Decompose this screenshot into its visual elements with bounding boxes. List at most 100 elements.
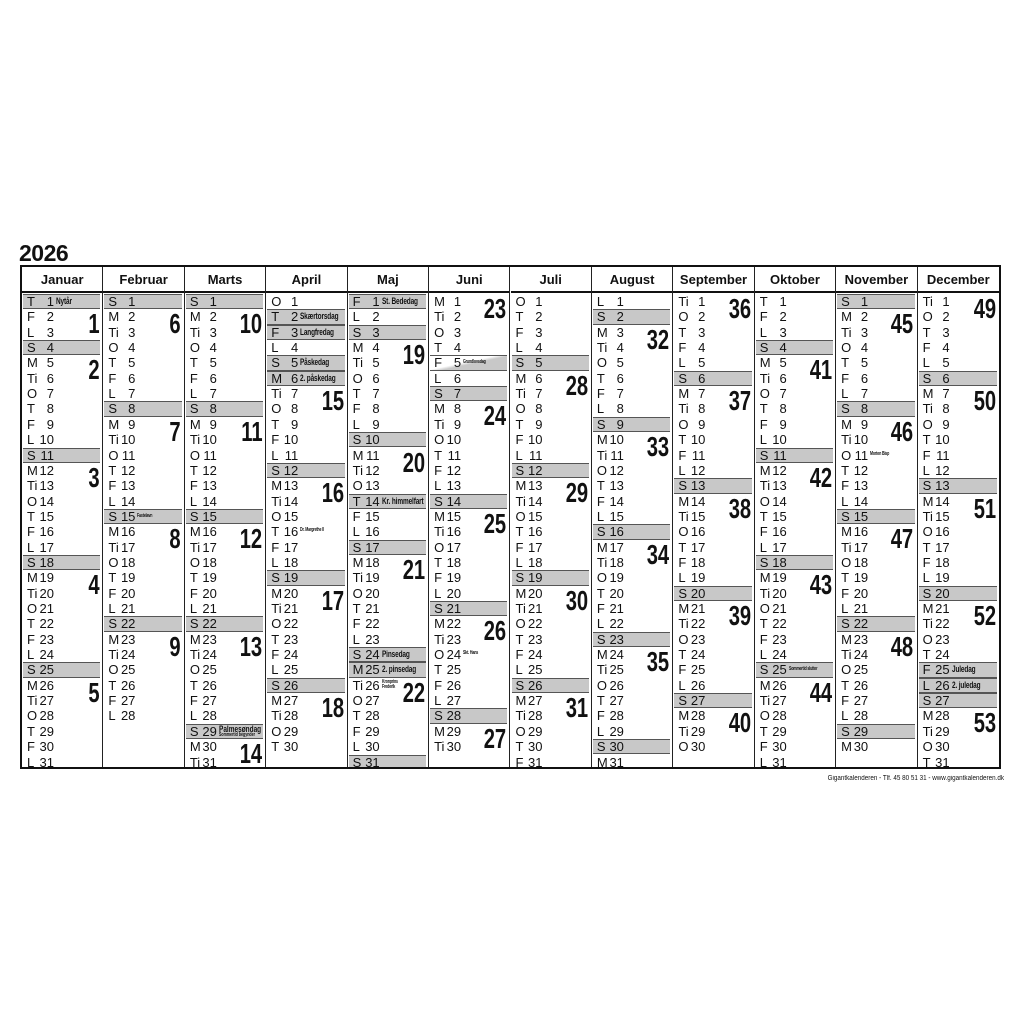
day-row[interactable]: O 29 <box>512 724 589 739</box>
day-row[interactable]: O 24 Skt. Hans <box>430 647 507 662</box>
day-row[interactable]: Ti 6 <box>23 371 100 386</box>
day-row[interactable]: S 18 <box>23 554 101 571</box>
day-row[interactable]: F 31 <box>512 755 589 768</box>
day-row[interactable]: O 30 <box>674 739 751 754</box>
day-row[interactable]: F 5 Grundlovsdag <box>430 355 508 371</box>
day-row[interactable]: S 11 <box>23 447 101 463</box>
day-row[interactable]: Ti 10 <box>186 432 263 447</box>
day-row[interactable]: M 29 <box>430 724 507 739</box>
day-row[interactable]: S 12 <box>511 462 589 479</box>
day-row[interactable]: L 21 <box>104 601 181 616</box>
day-row[interactable]: M 16 <box>186 524 263 539</box>
day-row[interactable]: F 19 <box>430 570 507 585</box>
day-row[interactable]: F 11 <box>674 448 751 463</box>
day-row[interactable]: Ti 7 <box>267 386 344 401</box>
day-row[interactable]: T 23 <box>267 632 344 647</box>
day-row[interactable]: S 27 <box>918 693 997 709</box>
day-row[interactable]: S 18 <box>755 554 834 571</box>
day-row[interactable]: M 28 <box>919 708 997 723</box>
day-row[interactable]: S 16 <box>592 524 671 540</box>
day-row[interactable]: T 27 <box>593 693 670 708</box>
day-row[interactable]: S 28 <box>430 708 508 724</box>
day-row[interactable]: Ti 1 <box>674 294 751 309</box>
day-row[interactable]: O 13 <box>349 478 426 493</box>
day-row[interactable]: T 18 <box>430 555 507 570</box>
day-row[interactable]: L 18 <box>512 555 589 570</box>
day-row[interactable]: F 18 <box>674 555 751 570</box>
day-row[interactable]: M 21 <box>919 601 997 616</box>
day-row[interactable]: F 20 <box>104 586 181 601</box>
day-row[interactable]: O 15 <box>267 509 344 524</box>
day-row[interactable]: F 10 <box>512 432 589 447</box>
day-row[interactable]: M 25 2. pinsedag <box>348 662 427 678</box>
day-row[interactable]: Ti 3 <box>837 325 914 340</box>
day-row[interactable]: L 19 <box>674 570 751 585</box>
day-row[interactable]: M 10 <box>593 432 670 447</box>
day-row[interactable]: Ti 15 <box>674 509 751 524</box>
day-row[interactable]: L 28 <box>837 708 914 723</box>
day-row[interactable]: F 12 <box>430 463 507 478</box>
day-row[interactable]: Ti 21 <box>267 601 344 616</box>
day-row[interactable]: S 20 <box>674 585 752 601</box>
day-row[interactable]: O 28 <box>756 708 833 723</box>
day-row[interactable]: T 12 <box>837 463 914 478</box>
day-row[interactable]: F 17 <box>267 540 344 555</box>
day-row[interactable]: O 14 <box>756 494 833 509</box>
day-row[interactable]: S 13 <box>918 478 997 494</box>
day-row[interactable]: O 15 <box>512 509 589 524</box>
day-row[interactable]: S 12 <box>267 462 345 479</box>
day-row[interactable]: O 16 <box>919 524 997 539</box>
day-row[interactable]: F 13 <box>837 478 914 493</box>
day-row[interactable]: S 24 Pinsedag <box>348 647 427 663</box>
day-row[interactable]: F 27 <box>837 693 914 708</box>
day-row[interactable]: L 15 <box>593 509 670 524</box>
day-row[interactable]: Ti 28 <box>512 708 589 723</box>
day-row[interactable]: S 23 <box>592 631 671 648</box>
day-row[interactable]: T 1 Nytår <box>23 294 101 310</box>
day-row[interactable]: O 25 <box>837 662 914 677</box>
day-row[interactable]: M 19 <box>756 570 833 585</box>
day-row[interactable]: F 21 <box>593 601 670 616</box>
day-row[interactable]: T 22 <box>756 616 833 631</box>
day-row[interactable]: L 10 <box>756 432 833 447</box>
day-row[interactable]: L 12 <box>919 463 997 478</box>
day-row[interactable]: F 25 Juledag <box>918 662 997 678</box>
day-row[interactable]: S 19 <box>511 570 589 586</box>
day-row[interactable]: M 13 <box>512 478 589 493</box>
day-row[interactable]: Ti 5 <box>349 355 426 370</box>
day-row[interactable]: Ti 23 <box>430 632 507 647</box>
day-row[interactable]: Ti 12 <box>349 463 426 478</box>
day-row[interactable]: M 14 <box>674 494 751 509</box>
day-row[interactable]: T 30 <box>267 739 344 754</box>
day-row[interactable]: F 13 <box>104 478 181 493</box>
day-row[interactable]: Ti 13 <box>756 478 833 493</box>
day-row[interactable]: F 11 <box>919 448 997 463</box>
day-row[interactable]: F 16 <box>756 524 833 539</box>
day-row[interactable]: T 12 <box>104 463 181 478</box>
day-row[interactable]: S 26 <box>511 677 589 694</box>
day-row[interactable]: Ti 13 <box>23 478 100 493</box>
day-row[interactable]: T 24 <box>674 647 751 662</box>
